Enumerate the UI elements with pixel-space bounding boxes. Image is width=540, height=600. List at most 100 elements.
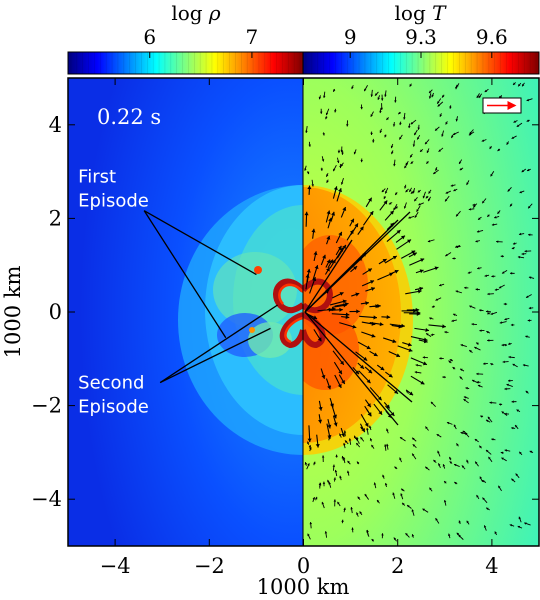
velocity-vector-head [456,84,459,88]
velocity-vector-head [490,363,493,366]
velocity-vector-head [443,499,447,503]
velocity-vector-head [479,329,482,332]
velocity-vector-head [425,195,429,199]
velocity-vector-head [321,501,325,505]
velocity-vector-head [479,476,483,480]
velocity-vector-head [384,191,388,194]
velocity-vector-head [501,457,504,460]
velocity-vector-head [356,309,360,314]
velocity-vector-head [380,98,384,101]
y-tick-label: 4 [49,113,62,137]
velocity-vector-head [409,391,414,396]
velocity-vector-head [312,497,316,500]
velocity-vector-head [422,361,427,366]
velocity-vector-head [516,409,520,412]
velocity-vector-head [491,438,494,441]
velocity-vector-head [516,124,520,127]
velocity-vector-head [395,192,398,195]
velocity-vector-head [337,501,340,505]
velocity-vector-head [416,310,421,315]
velocity-vector-head [366,427,369,431]
velocity-vector-head [305,130,308,133]
velocity-vector-head [429,317,432,320]
density-core-filaments-hot [278,283,303,344]
velocity-vector-head [401,323,405,328]
velocity-vector-head [340,360,344,365]
velocity-vector-head [398,111,401,115]
velocity-vector-head [411,534,415,537]
velocity-vector-head [307,438,312,443]
x-tick-label: −2 [194,554,225,578]
velocity-vector-head [483,525,487,528]
velocity-vector-head [435,298,439,301]
velocity-vector-head [326,267,330,272]
velocity-vector-head [476,372,479,376]
velocity-vector-head [422,508,425,511]
velocity-vector-head [449,106,452,109]
velocity-vector-head [364,494,368,497]
velocity-vector-head [373,352,378,357]
velocity-vector-head [363,356,368,361]
velocity-vector-head [476,342,479,345]
velocity-vector-head [438,149,442,152]
velocity-vector-head [315,443,320,448]
velocity-vector-head [474,439,478,442]
velocity-vector-head [383,196,387,200]
velocity-vector-head [456,443,459,446]
x-axis-ticks: −4 −2 0 2 4 [100,78,499,578]
velocity-vector-head [422,356,425,359]
velocity-vector-head [338,188,343,193]
velocity-vector-head [455,119,459,122]
velocity-vector-head [476,95,480,98]
velocity-vector-head [370,132,373,136]
velocity-vector-head [409,189,412,192]
velocity-vector-head [408,216,411,219]
velocity-vector-head [446,421,450,425]
velocity-vector-head [392,124,396,127]
velocity-vector-head [511,246,515,250]
velocity-vector-head [356,437,359,441]
velocity-vector-head [480,415,483,418]
velocity-vector-head [370,287,375,291]
velocity-vector-head [396,230,401,234]
velocity-vector-head [386,443,389,447]
velocity-vector-head [466,520,469,524]
velocity-vector-head [341,152,344,155]
velocity-vector-head [509,272,513,275]
velocity-vector-head [355,292,360,297]
velocity-vector-head [455,290,459,293]
velocity-vector-head [409,84,412,87]
velocity-vector-head [377,97,380,100]
velocity-jet-vector [304,239,353,313]
velocity-vector-head [512,242,516,245]
velocity-vector-head [404,186,407,189]
temperature-hot-lobe-lower [303,310,359,390]
velocity-vector-head [306,268,311,273]
velocity-vector-head [372,140,375,143]
annotation-pointer-line [143,210,227,339]
velocity-vector-head [515,473,518,476]
velocity-vector-head [469,350,472,353]
velocity-vector-head [402,502,405,506]
velocity-vector-head [386,117,389,120]
velocity-vector-head [510,323,514,327]
velocity-vector-head [439,357,442,360]
velocity-vector-head [369,425,372,429]
velocity-vector-head [425,327,430,333]
velocity-vector-head [313,315,318,320]
timestamp-label: 0.22 s [97,105,161,129]
velocity-vector-head [311,228,316,233]
velocity-vector-head [494,288,498,291]
velocity-vector-head [413,308,417,313]
density-colorbar-bar [67,51,304,75]
velocity-vector-head [353,266,358,270]
velocity-vector-head [513,120,517,123]
velocity-jet-vector [304,311,413,403]
velocity-vector-head [343,430,347,433]
velocity-vector-head [475,239,478,243]
velocity-vector-head [342,457,346,460]
velocity-vector-head [400,493,403,496]
velocity-vector-head [331,307,336,312]
velocity-vector-head [435,518,438,521]
velocity-vector-head [466,182,469,185]
